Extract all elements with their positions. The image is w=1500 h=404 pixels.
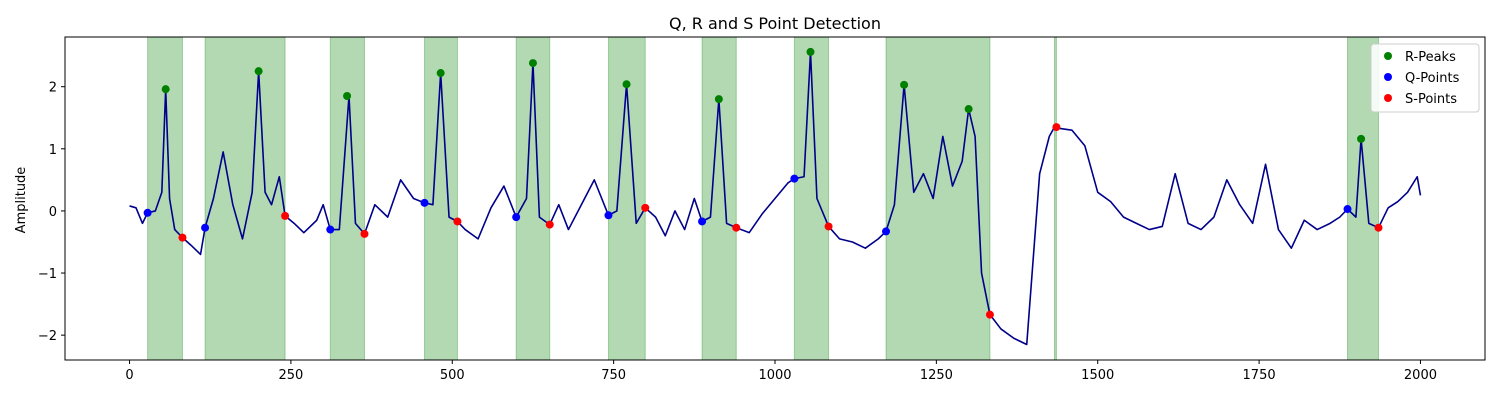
s-point-5 [545,220,554,229]
r-peak-point-11 [1357,134,1366,143]
r-peak-point-4 [436,69,445,78]
s-point-9 [985,310,994,319]
legend-marker-s-points [1384,94,1392,102]
q-point-10 [1343,205,1352,214]
legend-box [1370,43,1480,113]
y-tick-label: −1 [38,267,57,282]
s-point-6 [641,203,650,212]
r-peak-point-2 [254,67,263,76]
legend: R-Peaks Q-Points S-Points [1370,43,1480,113]
r-peak-point-8 [806,47,815,56]
r-peak-point-10 [964,105,973,114]
x-tick-label: 1250 [920,368,953,383]
detected-points [143,47,1383,319]
s-point-3 [360,229,369,238]
s-point-4 [453,217,462,226]
r-peak-point-9 [900,80,909,89]
shaded-region-10 [1053,36,1057,361]
shaded-region-2 [204,36,286,361]
s-point-11 [1374,223,1383,232]
legend-label-s-points: S-Points [1405,92,1457,107]
shaded-region-7 [701,36,737,361]
r-peak-point-5 [528,59,537,68]
y-tick-label: −2 [38,329,57,344]
s-point-2 [281,211,290,220]
legend-label-r-peaks: R-Peaks [1405,50,1456,65]
shaded-regions [147,36,1380,361]
r-peak-point-3 [343,92,352,101]
q-point-5 [512,213,521,222]
x-tick-label: 2000 [1404,368,1437,383]
legend-marker-q-points [1384,73,1392,81]
r-peak-point-6 [622,80,631,89]
q-point-8 [790,174,799,183]
shaded-region-3 [329,36,365,361]
r-peak-point-1 [161,85,170,94]
q-point-4 [420,198,429,207]
chart-title: Q, R and S Point Detection [669,14,881,33]
s-point-8 [824,222,833,231]
x-tick-label: 250 [278,368,303,383]
s-point-1 [178,233,187,242]
q-point-6 [604,211,613,220]
y-tick-label: 0 [49,205,57,220]
q-point-3 [326,225,335,234]
shaded-region-5 [515,36,551,361]
x-axis: 0 250 500 750 1000 1250 1500 1750 2000 [125,360,1437,383]
x-tick-label: 0 [125,368,133,383]
x-tick-label: 500 [440,368,465,383]
q-point-1 [143,208,152,217]
q-point-7 [698,217,707,226]
x-tick-label: 1750 [1243,368,1276,383]
q-point-2 [201,223,210,232]
legend-label-q-points: Q-Points [1405,71,1460,86]
legend-marker-r-peaks [1384,52,1392,60]
x-tick-label: 1500 [1081,368,1114,383]
x-tick-label: 750 [601,368,626,383]
s-point-7 [732,223,741,232]
q-point-9 [882,227,891,236]
s-point-10 [1052,123,1061,132]
plot-frame [64,36,1486,361]
r-peak-point-7 [714,95,723,104]
y-axis: −2 −1 0 1 2 [38,81,65,344]
y-axis-label: Amplitude [14,167,29,234]
y-tick-label: 2 [49,81,57,96]
ecg-signal-line [129,51,1422,346]
x-tick-label: 1000 [758,368,791,383]
y-tick-label: 1 [49,143,57,158]
signal-layer [129,51,1422,346]
